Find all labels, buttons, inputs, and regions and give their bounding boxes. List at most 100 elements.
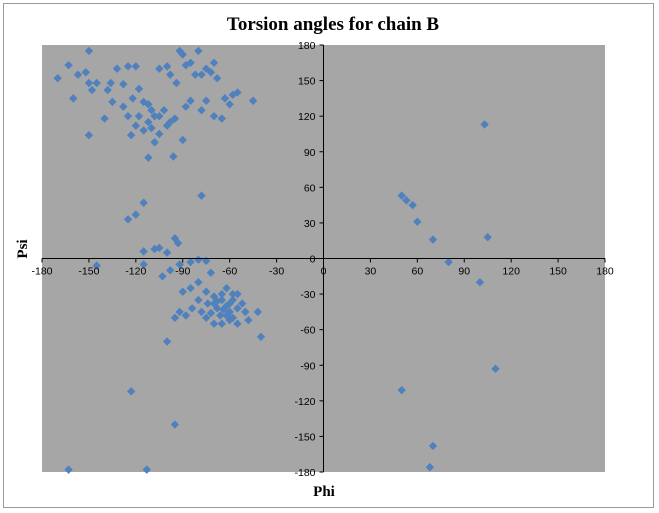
data-point bbox=[181, 102, 191, 111]
data-point bbox=[162, 337, 172, 346]
data-point bbox=[216, 311, 225, 320]
y-tick-label: -60 bbox=[300, 325, 315, 337]
x-tick-label: 150 bbox=[549, 266, 567, 278]
data-point bbox=[202, 313, 211, 323]
data-point bbox=[126, 387, 136, 396]
data-point bbox=[209, 319, 219, 328]
data-point bbox=[397, 385, 406, 395]
data-point bbox=[175, 307, 184, 317]
data-point bbox=[166, 266, 175, 275]
data-point bbox=[197, 70, 206, 79]
data-point bbox=[233, 88, 242, 97]
data-point bbox=[170, 114, 180, 123]
data-point bbox=[181, 60, 191, 70]
data-point bbox=[87, 85, 97, 95]
x-tick-label: 90 bbox=[458, 266, 470, 278]
data-point bbox=[225, 100, 234, 109]
data-point bbox=[217, 319, 227, 328]
x-axis-title: Phi bbox=[313, 484, 335, 500]
data-point bbox=[106, 78, 116, 88]
x-tick-label: -120 bbox=[125, 266, 146, 278]
data-point bbox=[92, 78, 101, 88]
data-point bbox=[194, 278, 203, 287]
data-point bbox=[480, 120, 489, 129]
data-point bbox=[187, 304, 197, 313]
chart-title: Torsion angles for chain B bbox=[227, 14, 440, 35]
data-point bbox=[181, 311, 191, 320]
data-point bbox=[228, 295, 237, 305]
data-point bbox=[158, 272, 167, 281]
data-point bbox=[217, 114, 227, 123]
data-point bbox=[155, 64, 164, 73]
data-point bbox=[139, 247, 148, 256]
data-point bbox=[212, 297, 222, 306]
x-tick-label: -30 bbox=[269, 266, 284, 278]
y-tick-label: 120 bbox=[298, 111, 316, 123]
y-tick-label: 30 bbox=[304, 218, 316, 230]
data-point bbox=[244, 315, 253, 325]
data-point bbox=[186, 283, 195, 293]
x-tick-label: 0 bbox=[321, 266, 327, 278]
data-point bbox=[166, 70, 175, 79]
data-point bbox=[131, 121, 141, 130]
data-point bbox=[64, 60, 73, 70]
data-point bbox=[194, 46, 203, 56]
data-point bbox=[413, 217, 422, 226]
x-tick-label: -180 bbox=[31, 266, 52, 278]
data-point bbox=[150, 138, 159, 147]
data-point bbox=[209, 58, 219, 67]
data-point bbox=[175, 260, 184, 269]
data-point bbox=[220, 94, 230, 103]
data-point bbox=[159, 106, 169, 115]
data-point bbox=[119, 102, 128, 111]
data-point bbox=[112, 64, 122, 73]
scatter-chart: Torsion angles for chain B -180 -150 -120 -… bbox=[15, 14, 614, 500]
x-tick-label: 60 bbox=[411, 266, 423, 278]
data-point bbox=[178, 135, 187, 145]
axes: -180 -150 -120 -90 -60 -30 0 30 60 90 120 150 180 -18… bbox=[31, 40, 613, 479]
data-point bbox=[162, 62, 172, 71]
data-point bbox=[483, 232, 492, 242]
data-point bbox=[119, 79, 128, 89]
data-point bbox=[108, 97, 117, 107]
data-point bbox=[203, 299, 212, 308]
data-point bbox=[170, 420, 180, 429]
data-point bbox=[206, 308, 216, 318]
data-point bbox=[84, 46, 94, 56]
data-point bbox=[197, 307, 206, 317]
data-point bbox=[197, 106, 206, 115]
data-point bbox=[233, 289, 242, 299]
x-tick-label: -60 bbox=[222, 266, 237, 278]
y-tick-label: -120 bbox=[294, 396, 315, 408]
y-tick-label: -180 bbox=[294, 467, 315, 479]
data-point bbox=[128, 94, 137, 103]
data-point bbox=[194, 295, 203, 305]
data-point bbox=[162, 121, 172, 130]
data-point bbox=[169, 152, 178, 161]
data-point bbox=[219, 305, 228, 314]
data-point bbox=[233, 304, 242, 313]
x-tick-label: 120 bbox=[502, 266, 520, 278]
data-point bbox=[131, 62, 141, 71]
data-point bbox=[222, 311, 231, 320]
data-point bbox=[134, 84, 144, 94]
data-point bbox=[228, 289, 237, 299]
x-tick-label: 180 bbox=[596, 266, 614, 278]
data-point bbox=[103, 85, 112, 95]
data-point bbox=[212, 74, 222, 83]
data-point bbox=[206, 268, 216, 277]
data-point bbox=[233, 319, 242, 328]
data-point bbox=[69, 94, 78, 103]
data-point bbox=[92, 261, 101, 270]
data-point bbox=[144, 153, 153, 162]
data-point bbox=[172, 78, 181, 88]
y-tick-label: -30 bbox=[300, 289, 315, 301]
data-point bbox=[237, 299, 247, 308]
data-point bbox=[186, 257, 195, 267]
data-point bbox=[217, 289, 227, 299]
x-tick-label: -150 bbox=[78, 266, 99, 278]
data-point bbox=[173, 238, 183, 248]
data-point bbox=[475, 278, 485, 287]
data-point bbox=[81, 68, 90, 77]
data-point bbox=[144, 117, 153, 127]
